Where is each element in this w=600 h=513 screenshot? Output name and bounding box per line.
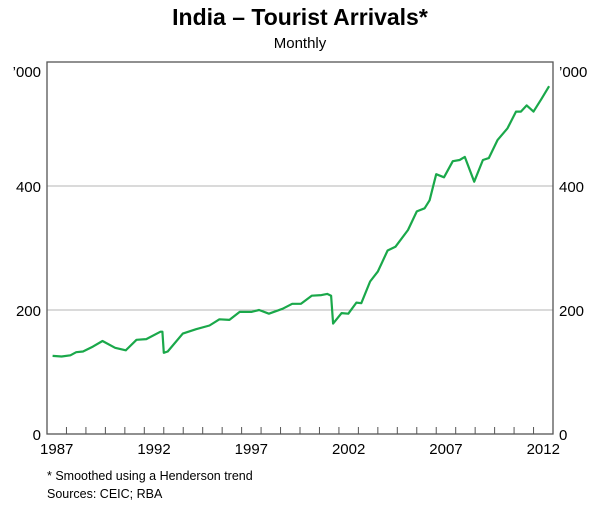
footnote: * Smoothed using a Henderson trend bbox=[47, 469, 253, 483]
series-line-tourist-arrivals bbox=[52, 85, 551, 358]
x-tick-label: 1997 bbox=[235, 441, 268, 458]
sources: Sources: CEIC; RBA bbox=[47, 487, 163, 501]
y-tick-label-right: 200 bbox=[559, 303, 584, 320]
chart-title: India – Tourist Arrivals* bbox=[172, 4, 428, 30]
plot-frame bbox=[46, 61, 554, 435]
y-tick-label-right: 400 bbox=[559, 179, 584, 196]
y-unit-label-left: ’000 bbox=[13, 64, 41, 81]
x-tick-label: 1987 bbox=[40, 441, 73, 458]
y-tick-label-left: 0 bbox=[33, 427, 41, 444]
x-tick-label: 2012 bbox=[527, 441, 560, 458]
x-tick-label: 1992 bbox=[137, 441, 170, 458]
chart-subtitle: Monthly bbox=[273, 35, 327, 52]
x-tick-label: 2002 bbox=[332, 441, 365, 458]
y-unit-label-right: ’000 bbox=[559, 64, 587, 81]
y-tick-label-right: 0 bbox=[559, 427, 567, 444]
x-tick-label: 2007 bbox=[429, 441, 462, 458]
y-tick-label-left: 200 bbox=[16, 303, 41, 320]
y-tick-label-left: 400 bbox=[16, 179, 41, 196]
